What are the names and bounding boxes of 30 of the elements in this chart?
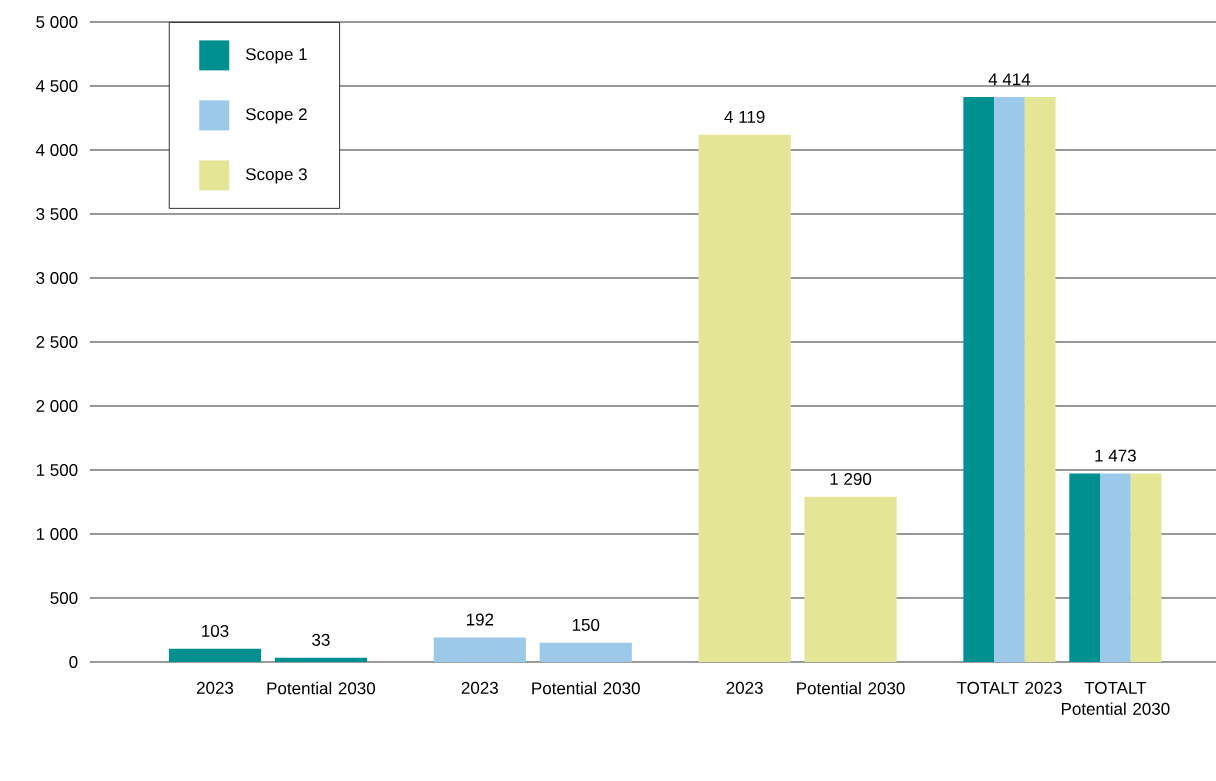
y-tick-label: 4 000 (35, 143, 78, 157)
y-tick-label: 2 000 (36, 399, 78, 413)
x-tick-label: 2023 (726, 681, 763, 694)
data-label: 192 (466, 613, 494, 626)
y-tick-label: 2 500 (36, 335, 78, 349)
x-tick-label: TOTALT 2023 (956, 681, 1062, 694)
x-tick-label: Potential 2030 (797, 681, 905, 695)
data-label: 4 414 (988, 73, 1031, 86)
y-tick-label: 5 000 (36, 15, 78, 29)
legend-label: Scope 2 (245, 108, 307, 124)
data-label: 103 (202, 624, 229, 637)
data-label: 4 119 (724, 110, 765, 123)
y-tick-label: 0 (69, 655, 78, 669)
y-tick-label: 500 (50, 591, 78, 605)
x-tick-label: 2023 (196, 681, 234, 694)
y-tick-label: 3 000 (36, 271, 78, 285)
data-label: 33 (312, 633, 330, 646)
legend-label: Scope 1 (245, 48, 307, 64)
y-tick-label: 1 500 (36, 463, 78, 477)
x-tick-label: Potential 2030 (267, 681, 376, 695)
y-tick-label: 1 000 (36, 527, 78, 541)
x-tick-label: Potential 2030 (532, 681, 640, 695)
data-label: 1 473 (1095, 449, 1136, 462)
data-label: 150 (572, 618, 600, 631)
data-label: 1 290 (830, 472, 872, 486)
x-tick-label: 2023 (461, 681, 498, 694)
x-tick-label: TOTALT Potential 2030 (1061, 681, 1170, 715)
y-tick-label: 3 500 (36, 207, 78, 221)
y-tick-label: 4 500 (35, 79, 78, 93)
legend-label: Scope 3 (245, 168, 307, 184)
